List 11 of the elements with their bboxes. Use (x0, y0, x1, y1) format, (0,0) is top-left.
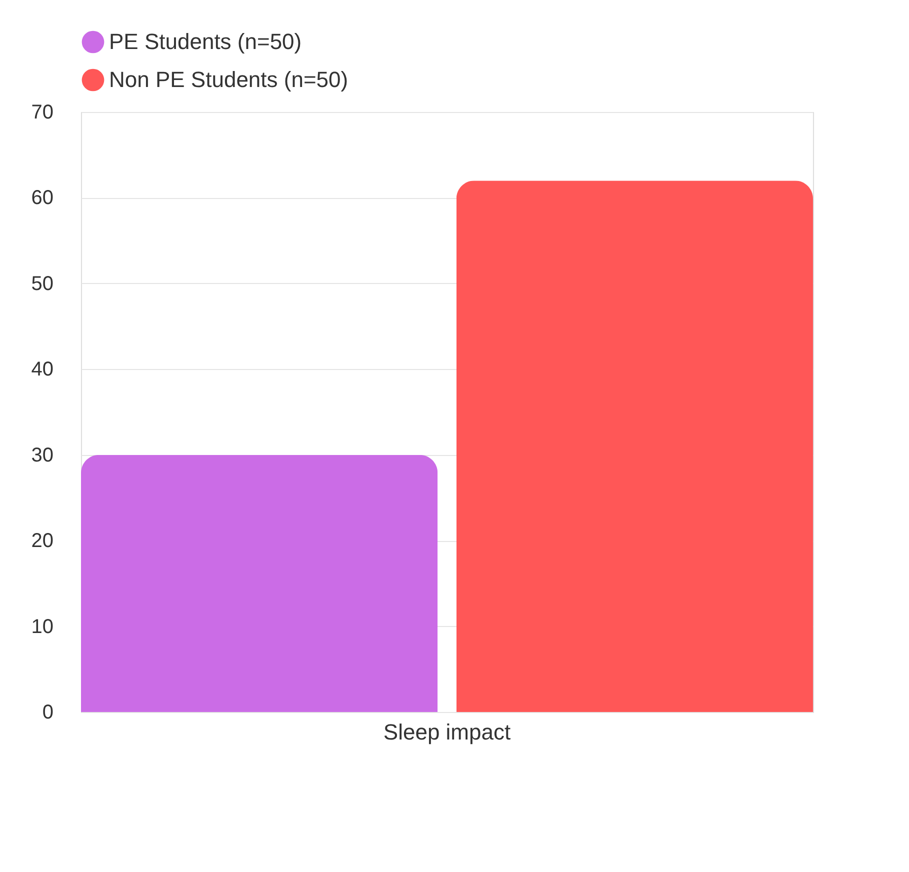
y-tick-label: 70 (31, 102, 54, 124)
y-tick-label: 20 (31, 530, 54, 552)
legend-label: PE Students (n=50) (109, 29, 302, 54)
y-tick-label: 30 (31, 444, 54, 466)
y-tick-label: 0 (42, 702, 54, 724)
x-tick-label: Sleep impact (383, 720, 511, 744)
y-tick-label: 10 (31, 616, 54, 638)
y-tick-label: 40 (31, 358, 54, 381)
y-tick-label: 60 (31, 187, 54, 210)
legend-label: Non PE Students (n=50) (109, 67, 348, 92)
y-tick-label: 50 (31, 272, 54, 295)
